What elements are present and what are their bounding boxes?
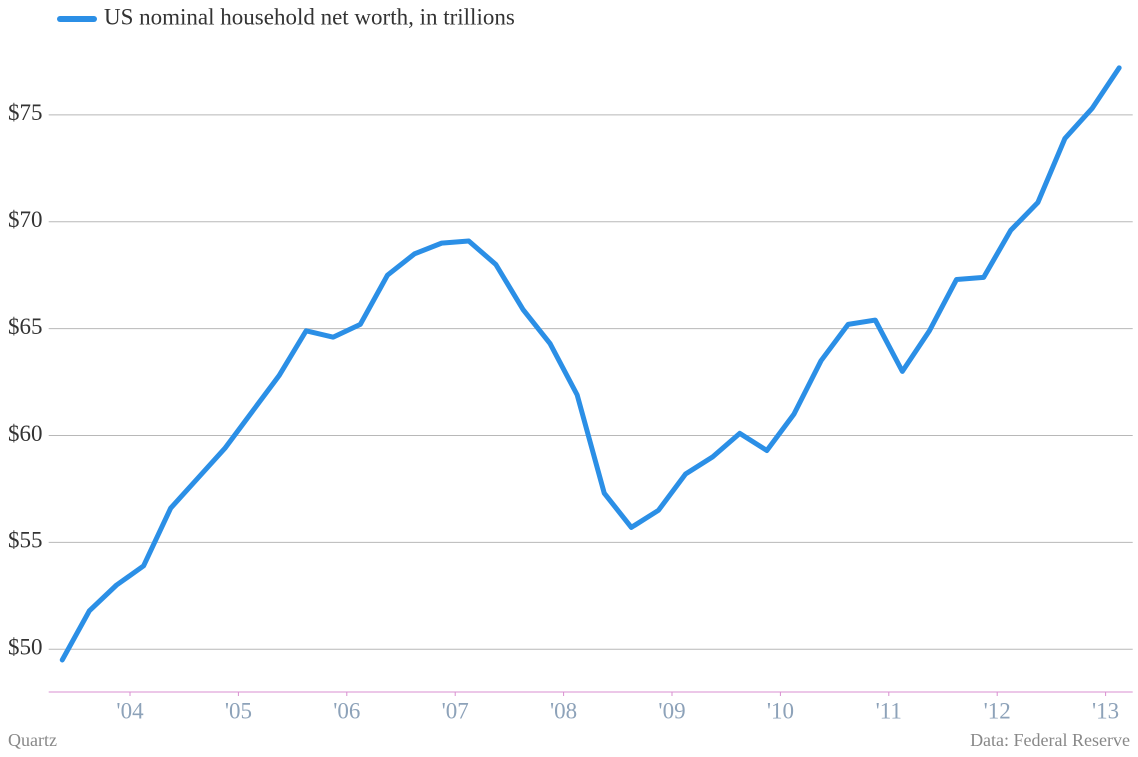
x-tick-label: '11 xyxy=(876,698,902,723)
y-tick-label: $55 xyxy=(8,528,43,553)
x-tick-label: '07 xyxy=(442,698,469,723)
y-tick-label: $70 xyxy=(8,207,43,232)
source: Data: Federal Reserve xyxy=(970,730,1130,750)
line xyxy=(59,65,1122,663)
x-tick-label: '04 xyxy=(116,698,144,723)
y-tick-label: $50 xyxy=(8,635,43,660)
x-tick-label: '08 xyxy=(550,698,577,723)
credit: Quartz xyxy=(8,730,57,750)
x-tick-label: '09 xyxy=(658,698,685,723)
x-tick-label: '06 xyxy=(333,698,360,723)
x-tick-label: '13 xyxy=(1092,698,1119,723)
legend-label: US nominal household net worth, in trill… xyxy=(104,4,515,29)
x-tick-label: '05 xyxy=(225,698,252,723)
y-tick-label: $65 xyxy=(8,314,43,339)
y-tick-label: $60 xyxy=(8,421,43,446)
x-tick-label: '12 xyxy=(984,698,1011,723)
x-tick-label: '10 xyxy=(767,698,794,723)
y-tick-label: $75 xyxy=(8,100,43,125)
